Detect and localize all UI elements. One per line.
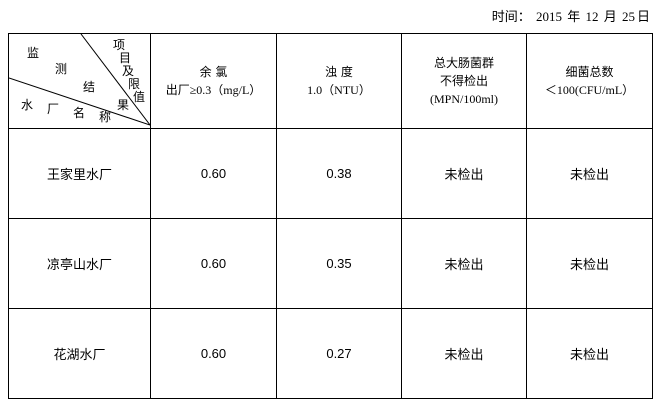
corner-label: 限	[128, 77, 141, 91]
header-line: 出厂≥0.3（mg/L）	[165, 83, 262, 97]
header-line: (MPN/100ml)	[429, 92, 498, 106]
header-row: 项 目 及 限 值 监 测 结 果 水 厂 名 称 余 氯 出厂≥0.3（mg/…	[8, 33, 653, 129]
turbidity-value: 0.35	[276, 218, 402, 309]
corner-label: 项	[113, 38, 126, 52]
column-header-coliform: 总大肠菌群 不得检出 (MPN/100ml)	[401, 33, 527, 129]
header-line: 细菌总数	[565, 65, 614, 79]
corner-label: 水	[21, 98, 34, 112]
corner-label: 目	[119, 51, 132, 65]
column-header-chlorine: 余 氯 出厂≥0.3（mg/L）	[150, 33, 277, 129]
plant-name: 凉亭山水厂	[8, 218, 151, 309]
corner-label: 测	[55, 62, 68, 76]
date-month: 12	[585, 9, 599, 24]
coliform-value: 未检出	[401, 218, 527, 309]
date-day: 25	[621, 9, 635, 24]
table-row: 凉亭山水厂 0.60 0.35 未检出 未检出	[8, 218, 653, 309]
column-header-turbidity: 浊 度 1.0（NTU）	[276, 33, 402, 129]
header-line: ＜100(CFU/mL）	[544, 83, 635, 97]
turbidity-value: 0.38	[276, 128, 402, 219]
column-header-bacteria: 细菌总数 ＜100(CFU/mL）	[526, 33, 653, 129]
corner-label: 结	[83, 80, 96, 94]
corner-label: 值	[133, 90, 146, 104]
corner-header-cell: 项 目 及 限 值 监 测 结 果 水 厂 名 称	[8, 33, 151, 129]
table-row: 花湖水厂 0.60 0.27 未检出 未检出	[8, 308, 653, 399]
corner-label: 厂	[47, 102, 60, 116]
corner-label: 及	[122, 64, 135, 78]
date-year: 2015	[535, 9, 562, 24]
turbidity-value: 0.27	[276, 308, 402, 399]
chlorine-value: 0.60	[150, 308, 277, 399]
corner-label: 名	[73, 106, 86, 120]
report-date: 时间： 2015 年 12 月 25 日	[490, 6, 650, 25]
chlorine-value: 0.60	[150, 218, 277, 309]
header-line: 总大肠菌群	[433, 56, 494, 70]
date-day-unit: 日	[636, 9, 650, 24]
header-line: 不得检出	[439, 74, 488, 88]
date-month-unit: 月	[603, 9, 617, 24]
coliform-value: 未检出	[401, 128, 527, 219]
corner-label: 果	[117, 98, 130, 112]
corner-label: 称	[99, 110, 112, 124]
water-quality-table: 项 目 及 限 值 监 测 结 果 水 厂 名 称 余 氯 出厂≥0.3（mg/…	[8, 33, 653, 399]
bacteria-value: 未检出	[526, 218, 653, 309]
diagonal-lines	[9, 34, 150, 126]
header-line: 浊 度	[325, 65, 353, 79]
corner-label: 监	[27, 46, 40, 60]
plant-name: 花湖水厂	[8, 308, 151, 399]
coliform-value: 未检出	[401, 308, 527, 399]
plant-name: 王家里水厂	[8, 128, 151, 219]
table-row: 王家里水厂 0.60 0.38 未检出 未检出	[8, 128, 653, 219]
date-label: 时间：	[491, 9, 531, 24]
header-line: 1.0（NTU）	[307, 83, 371, 97]
chlorine-value: 0.60	[150, 128, 277, 219]
date-year-unit: 年	[567, 9, 581, 24]
bacteria-value: 未检出	[526, 308, 653, 399]
header-line: 余 氯	[199, 65, 228, 79]
bacteria-value: 未检出	[526, 128, 653, 219]
